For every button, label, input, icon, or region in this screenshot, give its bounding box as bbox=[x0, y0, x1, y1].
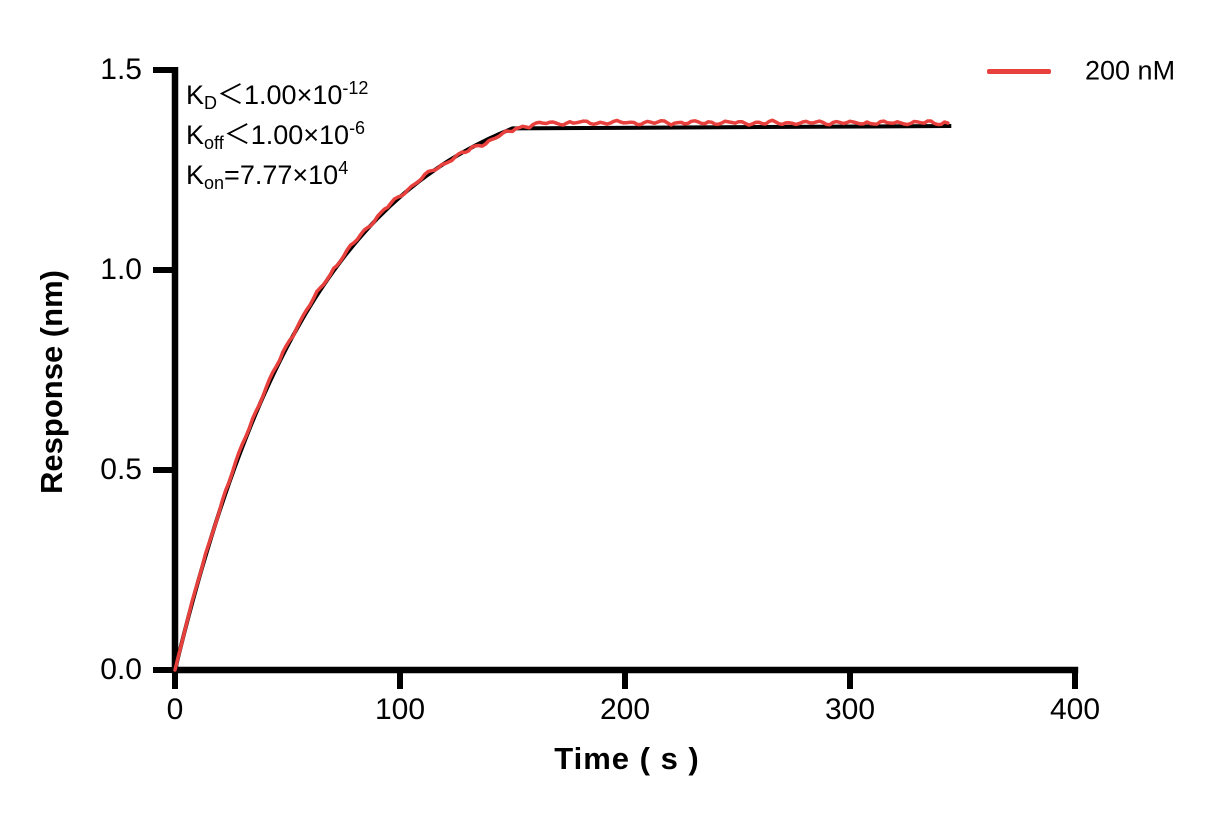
axes bbox=[153, 67, 1079, 689]
legend-line-swatch bbox=[987, 69, 1051, 74]
fit-curve bbox=[173, 124, 952, 671]
y-tick-label: 0.0 bbox=[100, 653, 142, 686]
x-tick-label: 200 bbox=[599, 693, 651, 726]
measured-curve-200nM bbox=[173, 118, 950, 672]
x-tick-label: 300 bbox=[824, 693, 876, 726]
legend-label: 200 nM bbox=[1085, 55, 1176, 86]
kinetic-constants: KD＜1.00×10-12 Koff＜1.00×10-6 Kon=7.77×10… bbox=[186, 68, 369, 193]
x-tick-label: 400 bbox=[1049, 693, 1101, 726]
x-tick-label: 100 bbox=[374, 693, 426, 726]
curves bbox=[173, 118, 952, 672]
kon-annotation: Kon=7.77×104 bbox=[186, 158, 349, 193]
x-tick-label: 0 bbox=[166, 693, 184, 726]
y-axis-title: Response (nm) bbox=[34, 270, 69, 494]
kd-annotation: KD＜1.00×10-12 bbox=[186, 78, 369, 113]
y-tick-label: 1.5 bbox=[100, 53, 142, 86]
y-tick-label: 1.0 bbox=[100, 253, 142, 286]
x-axis-title: Time ( s ) bbox=[554, 741, 700, 776]
y-tick-label: 0.5 bbox=[100, 453, 142, 486]
koff-annotation: Koff＜1.00×10-6 bbox=[186, 118, 366, 153]
